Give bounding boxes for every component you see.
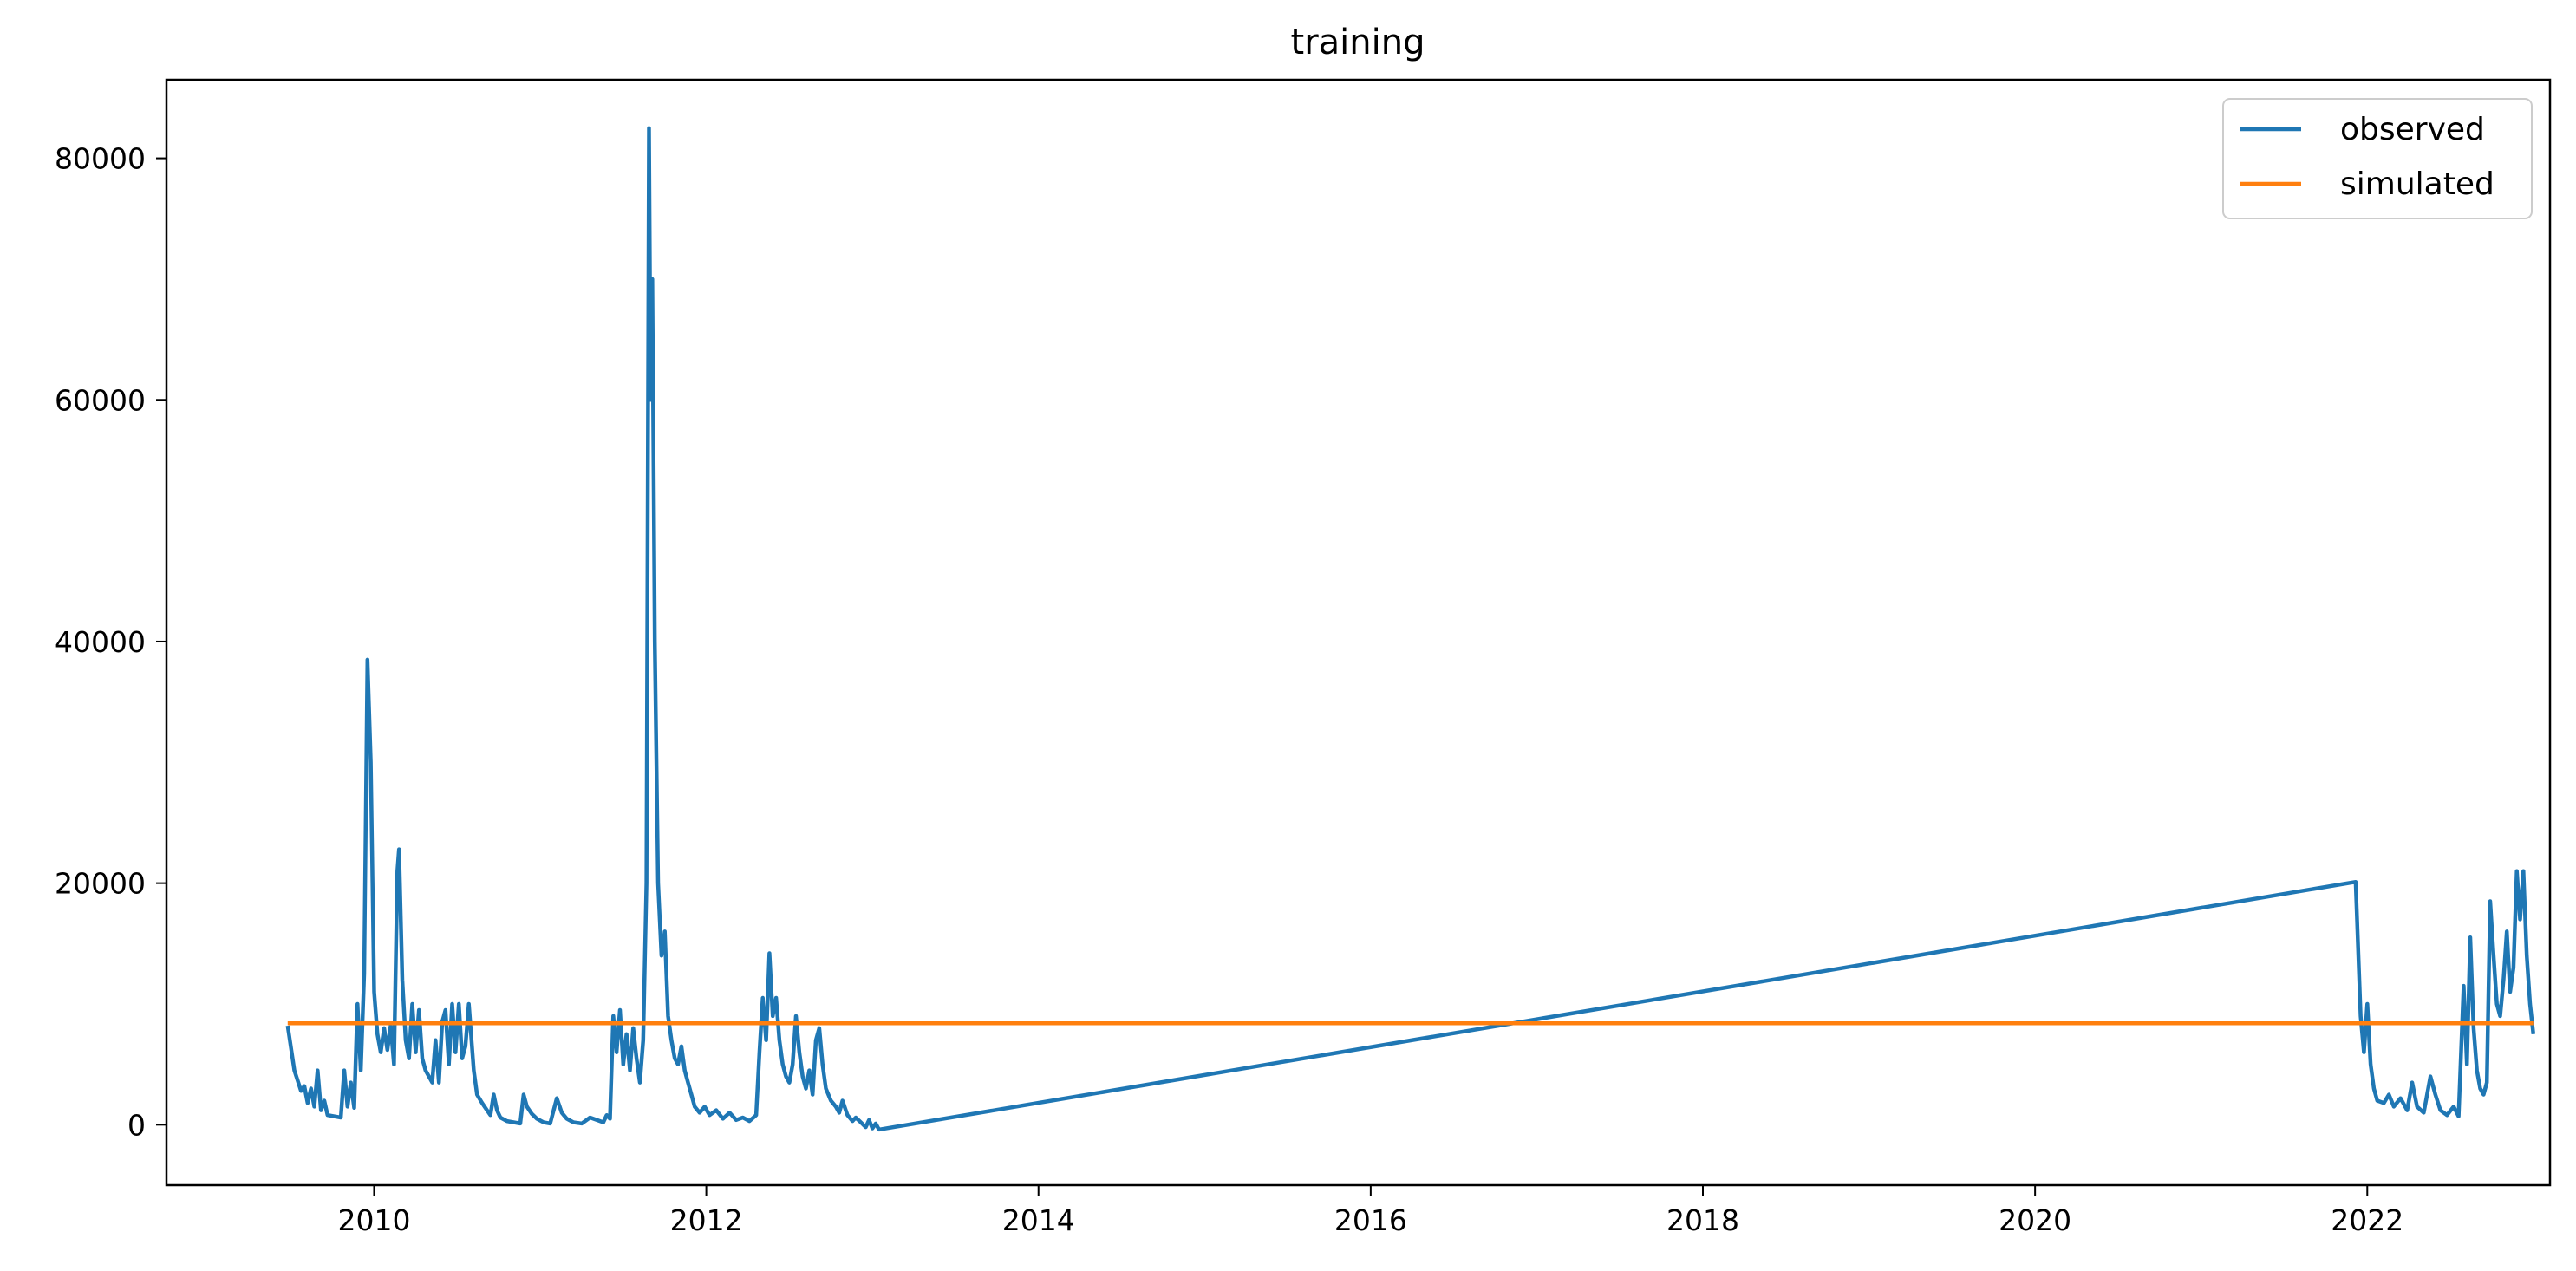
x-tick-label: 2010 [337, 1203, 410, 1237]
series-layer [285, 126, 2536, 1132]
chart-title: training [1291, 23, 1425, 62]
x-tick-label: 2022 [2331, 1203, 2403, 1237]
plot-frame [165, 78, 2552, 1187]
x-axis-ticks: 2010 2012 2014 2016 2018 2020 2022 [337, 1185, 2403, 1237]
x-tick-label: 2020 [1999, 1203, 2071, 1237]
y-tick-label: 20000 [55, 867, 146, 901]
y-tick-label: 80000 [55, 142, 146, 176]
legend-label-simulated: simulated [2340, 166, 2494, 202]
y-tick-label: 0 [127, 1108, 146, 1142]
x-tick-label: 2012 [670, 1203, 743, 1237]
y-tick-label: 60000 [55, 383, 146, 417]
legend-label-observed: observed [2340, 112, 2485, 147]
y-axis-ticks: 0 20000 40000 60000 80000 [55, 142, 166, 1142]
x-tick-label: 2014 [1002, 1203, 1075, 1237]
y-tick-label: 40000 [55, 625, 146, 659]
x-tick-label: 2016 [1334, 1203, 1407, 1237]
series-line-observed [285, 126, 2536, 1132]
legend: observed simulated [2222, 98, 2533, 219]
x-tick-label: 2018 [1666, 1203, 1739, 1237]
